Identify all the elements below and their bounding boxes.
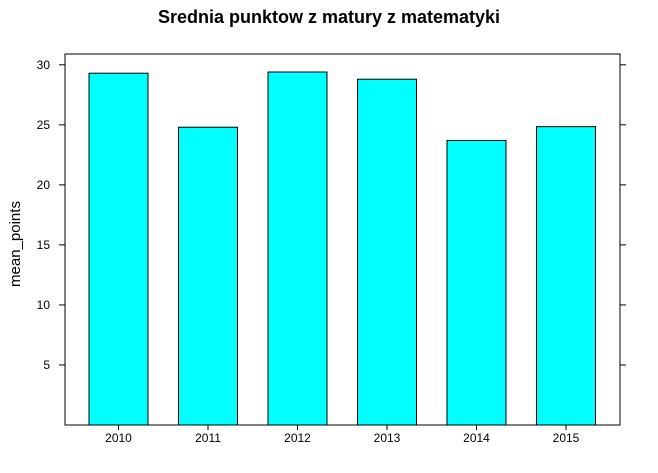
y-axis-ticks: 5 10 15 20 25 30 (37, 58, 626, 372)
x-tick-label-2015: 2015 (553, 431, 580, 445)
bar-2010 (88, 72, 149, 426)
bar-2013 (357, 78, 417, 426)
bar-2014 (446, 139, 507, 426)
plot-frame (64, 53, 621, 426)
x-tick-label-2013: 2013 (374, 431, 401, 445)
x-axis-ticks: 2010 2011 2012 2013 2014 2015 (105, 425, 580, 445)
y-tick-label-5: 5 (43, 358, 50, 372)
y-axis-label: mean_points (7, 201, 24, 287)
bar-2012 (267, 71, 328, 426)
x-tick-label-2010: 2010 (105, 431, 132, 445)
y-tick-label-10: 10 (37, 298, 51, 312)
y-tick-label-30: 30 (37, 58, 51, 72)
y-tick-label-25: 25 (37, 118, 51, 132)
y-tick-label-15: 15 (37, 238, 51, 252)
x-tick-label-2012: 2012 (284, 431, 311, 445)
x-tick-label-2014: 2014 (463, 431, 490, 445)
bars-group (88, 71, 596, 426)
y-tick-label-20: 20 (37, 178, 51, 192)
chart-title: Srednia punktow z matury z matematyki (158, 7, 500, 27)
x-tick-label-2011: 2011 (195, 431, 221, 445)
bar-2011 (178, 126, 238, 426)
bar-2015 (536, 126, 596, 426)
